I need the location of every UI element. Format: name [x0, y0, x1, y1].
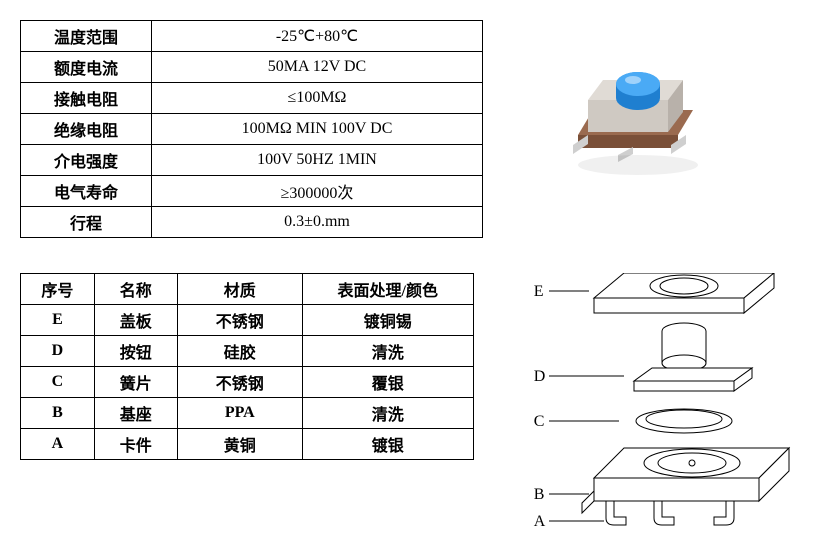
spec-table: 温度范围-25℃+80℃额度电流50MA 12V DC接触电阻≤100MΩ绝缘电…: [20, 20, 483, 238]
parts-cell: 盖板: [94, 305, 177, 336]
spec-row: 温度范围-25℃+80℃: [21, 21, 483, 52]
spec-label: 温度范围: [21, 21, 152, 52]
parts-cell: 按钮: [94, 336, 177, 367]
parts-row: B基座PPA清洗: [21, 398, 474, 429]
parts-cell: 卡件: [94, 429, 177, 460]
parts-header: 序号: [21, 274, 95, 305]
parts-cell: 清洗: [302, 398, 473, 429]
spec-value: 50MA 12V DC: [152, 52, 483, 83]
parts-header: 表面处理/颜色: [302, 274, 473, 305]
spec-label: 绝缘电阻: [21, 114, 152, 145]
parts-cell: D: [21, 336, 95, 367]
parts-header: 名称: [94, 274, 177, 305]
parts-cell: A: [21, 429, 95, 460]
spec-row: 接触电阻≤100MΩ: [21, 83, 483, 114]
parts-header: 材质: [177, 274, 302, 305]
spec-value: 100V 50HZ 1MIN: [152, 145, 483, 176]
spec-label: 介电强度: [21, 145, 152, 176]
spec-value: ≤100MΩ: [152, 83, 483, 114]
parts-row: A卡件黄铜镀银: [21, 429, 474, 460]
parts-cell: 不锈钢: [177, 367, 302, 398]
parts-cell: 镀银: [302, 429, 473, 460]
spec-value: 100MΩ MIN 100V DC: [152, 114, 483, 145]
parts-table: 序号名称材质表面处理/颜色 E盖板不锈钢镀铜锡D按钮硅胶清洗C簧片不锈钢覆银B基…: [20, 273, 474, 460]
spec-label: 电气寿命: [21, 176, 152, 207]
parts-row: D按钮硅胶清洗: [21, 336, 474, 367]
spec-value: ≥300000次: [152, 176, 483, 207]
parts-cell: 覆银: [302, 367, 473, 398]
spec-row: 介电强度100V 50HZ 1MIN: [21, 145, 483, 176]
spec-value: 0.3±0.mm: [152, 207, 483, 238]
parts-cell: 镀铜锡: [302, 305, 473, 336]
spec-value: -25℃+80℃: [152, 21, 483, 52]
parts-row: C簧片不锈钢覆银: [21, 367, 474, 398]
spec-row: 额度电流50MA 12V DC: [21, 52, 483, 83]
parts-cell: C: [21, 367, 95, 398]
parts-cell: 基座: [94, 398, 177, 429]
parts-cell: 簧片: [94, 367, 177, 398]
parts-cell: 清洗: [302, 336, 473, 367]
parts-row: E盖板不锈钢镀铜锡: [21, 305, 474, 336]
spec-label: 行程: [21, 207, 152, 238]
spec-row: 绝缘电阻100MΩ MIN 100V DC: [21, 114, 483, 145]
spec-label: 额度电流: [21, 52, 152, 83]
parts-cell: B: [21, 398, 95, 429]
product-photo: [543, 40, 713, 195]
spec-row: 电气寿命≥300000次: [21, 176, 483, 207]
parts-cell: E: [21, 305, 95, 336]
spec-row: 行程0.3±0.mm: [21, 207, 483, 238]
exploded-diagram: E D C B A: [534, 273, 804, 533]
parts-cell: 硅胶: [177, 336, 302, 367]
parts-cell: 黄铜: [177, 429, 302, 460]
spec-label: 接触电阻: [21, 83, 152, 114]
parts-cell: PPA: [177, 398, 302, 429]
parts-cell: 不锈钢: [177, 305, 302, 336]
